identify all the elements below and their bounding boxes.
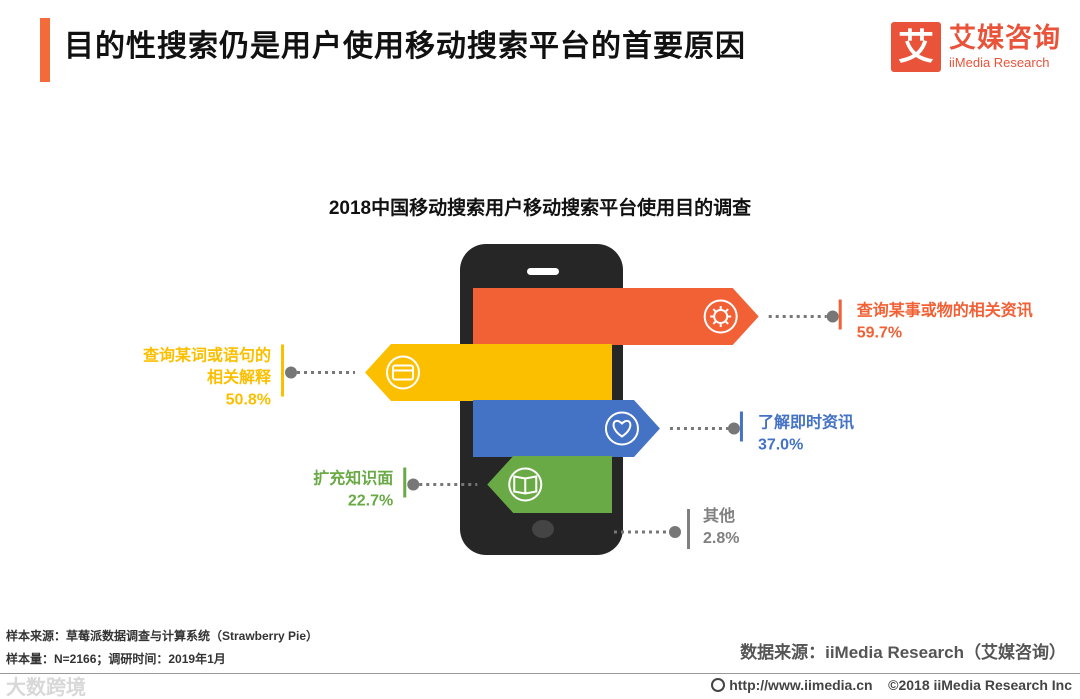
bar-label-1: 查询某事或物的相关资讯 59.7% (857, 301, 1033, 342)
bar-shape (473, 288, 759, 345)
bar-label-3: 了解即时资讯 37.0% (758, 413, 854, 454)
footer-info: http://www.iimedia.cn ©2018 iiMedia Rese… (711, 677, 1072, 693)
bar-value-label: 59.7% (857, 325, 902, 342)
title-accent-bar (40, 18, 50, 82)
website-link[interactable]: http://www.iimedia.cn (729, 677, 873, 693)
bar-value-label: 37.0% (758, 437, 803, 454)
label-accent-bar (281, 344, 285, 397)
logo-mark-icon: 艾 (891, 22, 941, 72)
card-icon (392, 364, 415, 381)
logo-english-name: iiMedia Research (949, 55, 1050, 70)
brand-logo: 艾 艾媒咨询 iiMedia Research (891, 22, 1071, 74)
bar-shape (487, 456, 612, 513)
bar-shape (473, 400, 660, 457)
icon-ring (703, 299, 738, 334)
gear-icon (713, 309, 729, 324)
leader-end-dot (727, 422, 740, 435)
label-accent-bar (838, 299, 842, 330)
leader-end-dot (669, 526, 681, 538)
sample-source-note: 样本来源：草莓派数据调查与计算系统（Strawberry Pie） (6, 629, 319, 643)
globe-icon (711, 678, 726, 692)
icon-ring (508, 467, 543, 502)
bar-category-label: 其他 (703, 506, 735, 525)
bar-shape (365, 344, 612, 401)
page-title: 目的性搜索仍是用户使用移动搜索平台的首要原因 (64, 30, 746, 63)
label-accent-bar (403, 467, 407, 498)
phone-speaker (527, 268, 559, 275)
icon-ring (386, 355, 421, 390)
gear-tooth (724, 308, 729, 313)
bar-5 (614, 509, 690, 549)
label-accent-bar (739, 411, 743, 442)
bar-4 (403, 456, 612, 513)
bar-value-label: 50.8% (226, 392, 271, 409)
leader-end-dot (407, 478, 420, 491)
bar-1 (473, 288, 842, 345)
gear-tooth (712, 320, 717, 325)
phone-home-button (532, 520, 554, 538)
icon-ring (604, 411, 639, 446)
watermark: 大数跨境 (6, 677, 86, 699)
logo-chinese-name: 艾媒咨询 (949, 23, 1061, 53)
bar-category-label: 了解即时资讯 (758, 413, 854, 432)
leader-end-dot (285, 366, 298, 379)
chart-title: 2018中国移动搜索用户移动搜索平台使用目的调查 (328, 198, 752, 219)
data-source-note: 数据来源：iiMedia Research（艾媒咨询） (740, 643, 1066, 662)
bar-2 (281, 344, 612, 401)
bar-category-label: 查询某词或语句的 (143, 346, 271, 365)
bar-category-label: 查询某事或物的相关资讯 (857, 301, 1033, 320)
footer-divider (0, 673, 1080, 674)
bar-value-label: 2.8% (703, 530, 739, 547)
leader-end-dot (826, 310, 839, 323)
book-icon (513, 475, 538, 495)
sample-size-note: 样本量：N=2166；调研时间：2019年1月 (6, 652, 226, 666)
bar-category-label: 相关解释 (207, 368, 272, 387)
label-accent-bar (687, 509, 690, 549)
heart-icon (612, 419, 632, 438)
bar-label-4: 扩充知识面 22.7% (313, 469, 393, 510)
bar-value-label: 22.7% (348, 493, 393, 510)
copyright-text: ©2018 iiMedia Research Inc (888, 677, 1072, 693)
gear-tooth (712, 308, 717, 313)
gear-tooth (724, 320, 729, 325)
bar-category-label: 扩充知识面 (313, 469, 393, 488)
bar-3 (473, 400, 743, 457)
bar-label-5: 其他 2.8% (703, 506, 739, 547)
